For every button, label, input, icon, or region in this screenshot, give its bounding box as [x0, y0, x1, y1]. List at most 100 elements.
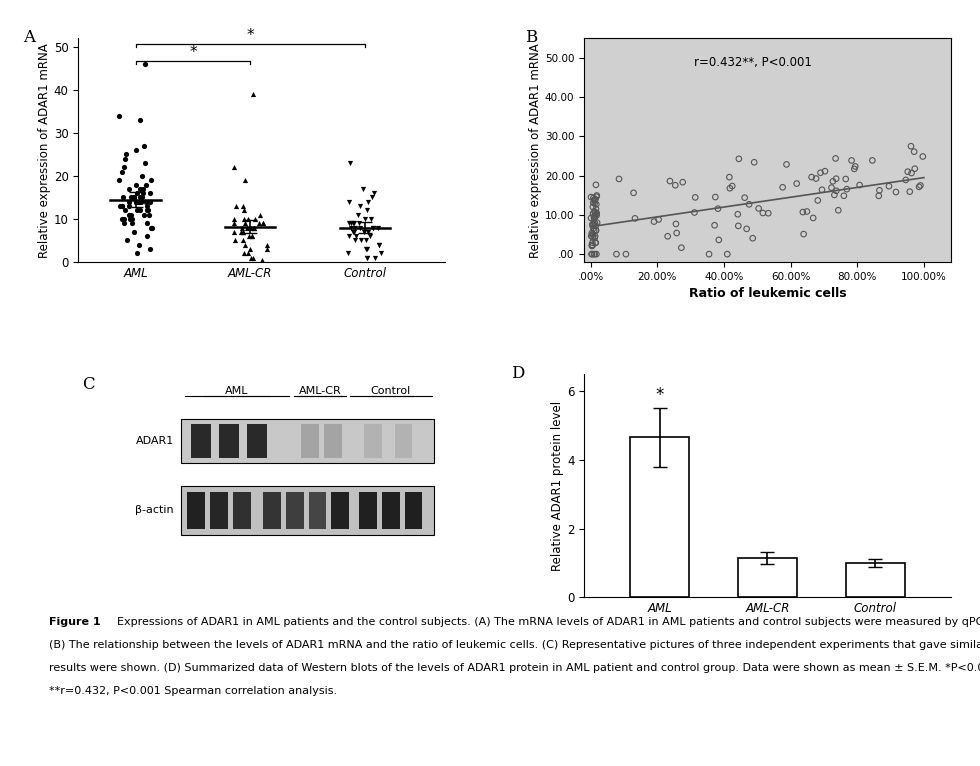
Point — [239, 221, 255, 234]
Bar — [247, 424, 267, 458]
Point — [587, 210, 603, 222]
Point — [252, 208, 268, 221]
Point — [245, 230, 261, 242]
Point — [844, 154, 859, 166]
Point — [234, 221, 250, 234]
Point — [138, 195, 154, 208]
Point — [722, 182, 738, 195]
Point — [583, 212, 599, 224]
Point — [587, 206, 603, 218]
Point — [751, 202, 766, 214]
Point — [343, 221, 359, 234]
Point — [812, 166, 828, 178]
Point — [133, 195, 149, 208]
Point — [817, 165, 833, 178]
Point — [370, 221, 386, 234]
Point — [259, 239, 274, 251]
Point — [371, 239, 387, 251]
Point — [808, 172, 824, 185]
Point — [708, 191, 723, 203]
Point — [132, 192, 148, 204]
Point — [731, 152, 747, 165]
Bar — [360, 492, 377, 529]
Text: A: A — [24, 29, 35, 47]
Point — [235, 226, 251, 238]
Point — [237, 239, 253, 251]
Point — [356, 183, 371, 195]
Point — [346, 226, 362, 238]
Point — [358, 213, 373, 225]
Point — [589, 248, 605, 260]
Point — [881, 180, 897, 192]
Point — [898, 174, 913, 186]
Point — [719, 248, 735, 260]
Bar — [630, 437, 689, 597]
Point — [116, 192, 131, 204]
Point — [586, 224, 602, 237]
Point — [741, 198, 757, 211]
Point — [900, 165, 915, 178]
Point — [755, 207, 770, 219]
Point — [371, 239, 387, 251]
Point — [139, 217, 155, 229]
Point — [131, 195, 147, 208]
Point — [789, 178, 805, 190]
Point — [247, 213, 263, 225]
Text: Control: Control — [370, 386, 411, 396]
Point — [140, 205, 156, 217]
Point — [227, 234, 243, 247]
Point — [359, 251, 374, 264]
Point — [122, 213, 137, 225]
Point — [226, 213, 242, 225]
Point — [583, 191, 599, 203]
Text: Expressions of ADAR1 in AML patients and the control subjects. (A) The mRNA leve: Expressions of ADAR1 in AML patients and… — [110, 617, 980, 627]
Point — [226, 161, 242, 173]
Point — [117, 161, 132, 173]
Point — [587, 195, 603, 207]
Point — [145, 221, 161, 234]
Point — [589, 189, 605, 201]
Point — [825, 175, 841, 188]
Bar — [405, 492, 422, 529]
Point — [585, 228, 601, 241]
Point — [747, 156, 762, 169]
Point — [343, 217, 359, 229]
Point — [226, 226, 242, 238]
Point — [139, 230, 155, 242]
Point — [351, 217, 367, 229]
Point — [626, 187, 642, 199]
Point — [586, 213, 602, 225]
Point — [904, 167, 919, 179]
Point — [609, 248, 624, 260]
Point — [588, 224, 604, 237]
Point — [136, 208, 152, 221]
Point — [651, 213, 666, 225]
Point — [135, 187, 151, 199]
Point — [584, 237, 600, 249]
Point — [586, 211, 602, 224]
Point — [826, 188, 842, 201]
Point — [126, 226, 142, 238]
Point — [588, 237, 604, 249]
Point — [589, 191, 605, 203]
Point — [915, 150, 931, 162]
Point — [836, 190, 852, 202]
Point — [142, 195, 158, 208]
Point — [646, 215, 662, 228]
Point — [864, 154, 880, 166]
Point — [136, 139, 152, 152]
Point — [252, 217, 268, 229]
Bar — [181, 486, 434, 535]
Point — [120, 234, 135, 247]
Point — [702, 248, 717, 260]
Text: β-actin: β-actin — [135, 506, 173, 516]
Point — [352, 200, 368, 212]
Text: *: * — [656, 386, 663, 404]
Point — [588, 198, 604, 211]
Point — [124, 213, 140, 225]
Point — [779, 159, 795, 171]
Point — [587, 230, 603, 242]
Point — [588, 224, 604, 237]
Point — [113, 200, 128, 212]
Point — [737, 192, 753, 204]
